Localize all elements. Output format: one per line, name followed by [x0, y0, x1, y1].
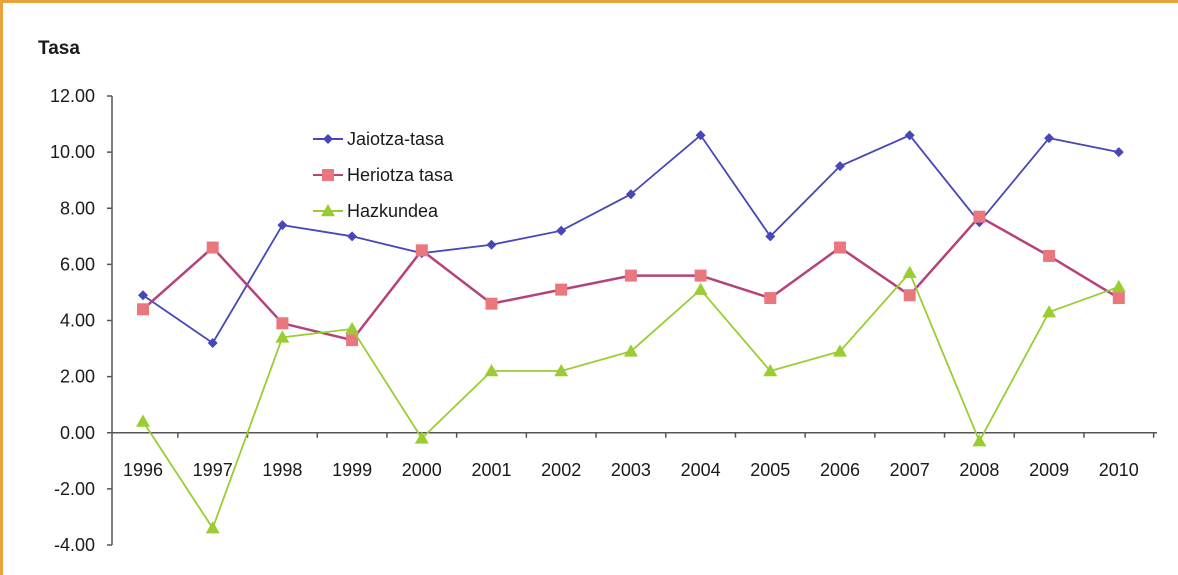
x-tick-label: 2004: [681, 460, 721, 480]
y-tick-label: 0.00: [60, 423, 95, 443]
legend-marker-jaiotza-tasa: [323, 134, 333, 144]
x-tick-label: 2006: [820, 460, 860, 480]
data-point-heriotza-tasa: [485, 297, 498, 310]
data-point-heriotza-tasa: [694, 269, 707, 282]
legend-label-jaiotza-tasa: Jaiotza-tasa: [347, 129, 445, 149]
data-point-jaiotza-tasa: [904, 130, 915, 141]
x-tick-label: 2010: [1099, 460, 1139, 480]
data-point-heriotza-tasa: [206, 241, 219, 254]
data-point-heriotza-tasa: [346, 334, 359, 347]
data-point-jaiotza-tasa: [347, 231, 358, 242]
data-point-heriotza-tasa: [137, 303, 149, 316]
data-point-hazkundea: [205, 521, 220, 534]
data-point-hazkundea: [763, 364, 778, 377]
data-point-jaiotza-tasa: [695, 130, 706, 141]
data-point-hazkundea: [345, 321, 360, 335]
data-point-heriotza-tasa: [555, 283, 568, 296]
x-tick-label: 2008: [959, 460, 999, 480]
data-point-jaiotza-tasa: [765, 231, 776, 242]
data-point-hazkundea: [693, 282, 708, 295]
data-point-heriotza-tasa: [624, 269, 637, 282]
x-tick-label: 2005: [750, 460, 790, 480]
x-tick-label: 1996: [123, 460, 163, 480]
data-point-hazkundea: [972, 434, 987, 447]
data-point-jaiotza-tasa: [277, 220, 288, 231]
data-point-jaiotza-tasa: [207, 337, 218, 348]
series-line-hazkundea: [142, 271, 1120, 531]
y-tick-label: 10.00: [50, 142, 95, 162]
data-point-jaiotza-tasa: [486, 239, 497, 250]
legend-marker-hazkundea: [321, 204, 335, 217]
x-tick-label: 2007: [890, 460, 930, 480]
y-tick-label: 6.00: [60, 254, 95, 274]
data-point-hazkundea: [833, 344, 847, 357]
legend-label-hazkundea: Hazkundea: [347, 201, 439, 221]
x-tick-label: 1998: [262, 460, 302, 480]
data-point-jaiotza-tasa: [835, 161, 845, 172]
y-tick-label: -2.00: [54, 479, 95, 499]
y-tick-label: 4.00: [60, 311, 95, 331]
x-tick-label: 2009: [1029, 460, 1069, 480]
data-point-hazkundea: [1111, 279, 1126, 293]
data-point-jaiotza-tasa: [1113, 147, 1124, 158]
data-point-heriotza-tasa: [764, 292, 777, 305]
data-point-hazkundea: [484, 364, 499, 377]
data-point-hazkundea: [623, 344, 638, 357]
x-tick-label: 2003: [611, 460, 651, 480]
legend-label-heriotza-tasa: Heriotza tasa: [347, 165, 454, 185]
series-line-jaiotza-tasa: [142, 133, 1119, 345]
data-point-jaiotza-tasa: [625, 189, 636, 200]
y-tick-label: 12.00: [50, 86, 95, 106]
data-point-hazkundea: [554, 364, 569, 377]
data-point-jaiotza-tasa: [556, 225, 567, 236]
data-point-heriotza-tasa: [1112, 292, 1125, 305]
data-point-jaiotza-tasa: [138, 290, 148, 301]
x-tick-label: 2000: [402, 460, 442, 480]
data-point-heriotza-tasa: [903, 289, 916, 302]
data-point-heriotza-tasa: [1043, 249, 1056, 262]
data-point-heriotza-tasa: [276, 317, 289, 330]
data-point-hazkundea: [902, 265, 917, 279]
legend-marker-heriotza-tasa: [322, 169, 334, 181]
x-tick-label: 1999: [332, 460, 372, 480]
data-point-hazkundea: [1042, 305, 1057, 318]
data-point-heriotza-tasa: [415, 244, 428, 257]
y-axis-title: Tasa: [38, 38, 80, 59]
y-tick-label: 8.00: [60, 198, 95, 218]
y-tick-label: 2.00: [60, 367, 95, 387]
data-point-heriotza-tasa: [973, 210, 986, 223]
data-point-hazkundea: [136, 414, 150, 427]
y-tick-label: -4.00: [54, 535, 95, 555]
data-point-hazkundea: [275, 330, 290, 343]
data-point-hazkundea: [414, 431, 429, 444]
x-tick-label: 2001: [471, 460, 511, 480]
data-point-heriotza-tasa: [834, 241, 846, 254]
data-point-jaiotza-tasa: [1044, 133, 1055, 144]
x-tick-label: 1997: [193, 460, 233, 480]
x-tick-label: 2002: [541, 460, 581, 480]
